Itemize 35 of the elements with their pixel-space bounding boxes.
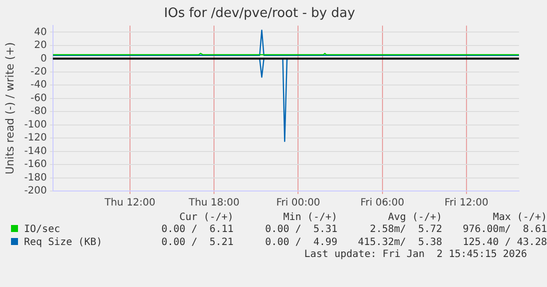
y-tick-label: -60 <box>30 92 47 104</box>
y-tick-label: 40 <box>34 26 47 38</box>
chart-title: IOs for /dev/pve/root - by day <box>164 6 356 22</box>
text: 2.58m/ 5.72 <box>368 223 442 236</box>
x-tick-label: Fri 12:00 <box>444 198 488 209</box>
text: Min (-/+) <box>282 212 338 223</box>
x-tick-label: Fri 00:00 <box>276 198 320 209</box>
y-tick-label: -100 <box>24 119 47 130</box>
y-tick-label: -80 <box>30 106 47 118</box>
text: 0.00 / 5.31 <box>264 223 338 236</box>
x-tick-label: Fri 06:00 <box>360 198 404 209</box>
text: 0.00 / 6.11 <box>160 223 234 236</box>
x-tick-label: Thu 18:00 <box>188 198 240 209</box>
y-tick-label: -40 <box>30 80 47 91</box>
y-tick-label: -200 <box>24 186 47 197</box>
y-tick-label: -120 <box>24 132 47 144</box>
y-tick-label: 0 <box>40 53 47 64</box>
text: 976.00m/ 8.61 <box>462 223 547 236</box>
x-tick-label: Thu 12:00 <box>104 198 156 209</box>
text: Avg (-/+) <box>386 212 442 223</box>
y-tick-label: -180 <box>24 172 47 184</box>
y-tick-label: -140 <box>24 146 47 157</box>
y-tick-label: -160 <box>24 159 47 170</box>
y-tick-label: 20 <box>34 40 47 52</box>
text: Cur (-/+) <box>178 212 234 223</box>
legend-label: Req Size (KB) <box>23 236 104 249</box>
y-axis-title: Units read (-) / write (+) <box>3 42 16 174</box>
text: Last update: Fri Jan 2 15:45:15 2026 <box>303 249 528 260</box>
y-tick-label: -20 <box>30 66 47 78</box>
text: Max (-/+) <box>492 212 547 223</box>
text: 125.40 / 43.28 <box>462 236 547 249</box>
text: 0.00 / 4.99 <box>264 236 338 249</box>
legend-label: IO/sec <box>23 223 62 236</box>
text: 0.00 / 5.21 <box>160 236 234 249</box>
text: 415.32m/ 5.38 <box>356 236 442 249</box>
